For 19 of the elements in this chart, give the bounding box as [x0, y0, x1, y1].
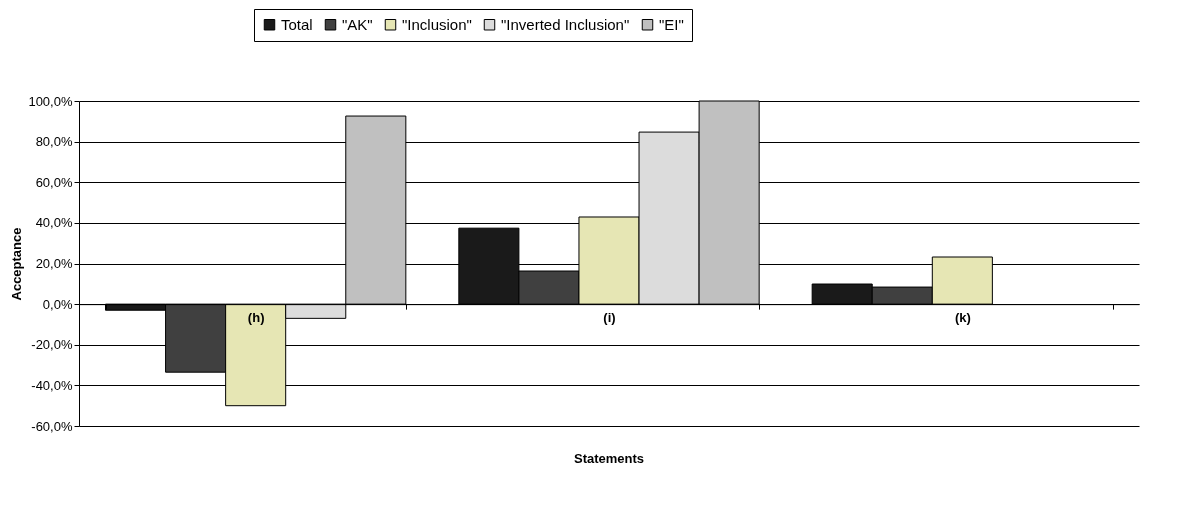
- y-tick-label: 40,0%: [35, 215, 73, 231]
- x-tick-label: (k): [954, 309, 971, 325]
- y-tick-label: -20,0%: [31, 337, 73, 353]
- legend-label: Total: [281, 15, 313, 33]
- x-tick-label: (i): [603, 309, 616, 325]
- legend-label: "EI": [659, 15, 684, 33]
- x-axis-title: Statements: [573, 451, 645, 466]
- y-tick-label: 20,0%: [35, 256, 73, 271]
- y-tick-label: -40,0%: [31, 377, 73, 393]
- y-axis-title: Acceptance: [9, 227, 25, 301]
- y-tick-label: 0,0%: [42, 296, 73, 312]
- y-tick-label: 60,0%: [35, 174, 73, 190]
- y-tick-label: -60,0%: [31, 418, 73, 434]
- legend-label: "Inverted Inclusion": [501, 15, 630, 33]
- y-tick-label: 80,0%: [35, 134, 73, 150]
- legend-label: "Inclusion": [402, 15, 472, 33]
- legend-label: "AK": [342, 15, 373, 33]
- x-tick-label: (h): [247, 309, 265, 325]
- y-tick-label: 100,0%: [28, 93, 73, 109]
